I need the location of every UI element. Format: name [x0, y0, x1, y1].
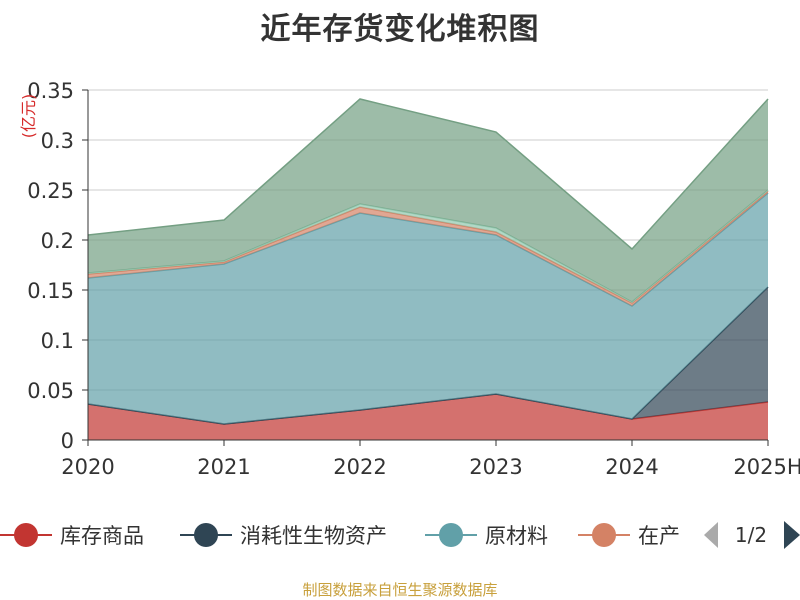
x-tick-label: 2020 [61, 455, 114, 479]
legend-page-indicator: 1/2 [735, 523, 767, 547]
series-area[interactable] [88, 394, 768, 440]
y-tick-label: 0.2 [41, 229, 74, 253]
y-tick-label: 0 [61, 429, 74, 453]
y-unit-label: (亿元) [19, 94, 38, 139]
legend-marker-icon [14, 523, 38, 547]
legend-pager: 1/2 [704, 521, 800, 549]
y-tick-label: 0.3 [41, 129, 74, 153]
series-area[interactable] [88, 287, 768, 424]
y-tick-labels: 0 0.05 0.1 0.15 0.2 0.25 0.3 0.35 [27, 79, 74, 453]
x-tick-label: 2024 [605, 455, 658, 479]
legend-marker-icon [194, 523, 218, 547]
legend-item[interactable]: 原材料 [425, 523, 548, 548]
x-tick-labels: 2020 2021 2022 2023 2024 2025H [61, 455, 800, 479]
legend-marker-icon [439, 523, 463, 547]
series-line [87, 98, 769, 251]
series-area[interactable] [88, 193, 768, 424]
y-tick-label: 0.35 [27, 79, 74, 103]
x-tick-label: 2025H [733, 455, 800, 479]
chart-title: 近年存货变化堆积图 [260, 12, 540, 47]
legend-label: 在产 [638, 524, 680, 548]
legend-prev-arrow-icon[interactable] [704, 522, 718, 548]
legend-marker-icon [592, 523, 616, 547]
x-tick-label: 2022 [333, 455, 386, 479]
legend-next-arrow-icon[interactable] [784, 521, 800, 549]
y-tick-label: 0.25 [27, 179, 74, 203]
x-tick-label: 2023 [469, 455, 522, 479]
x-tick-label: 2021 [197, 455, 250, 479]
y-tick-label: 0.05 [27, 379, 74, 403]
legend-item[interactable]: 消耗性生物资产 [180, 523, 387, 548]
y-tick-label: 0.1 [41, 329, 74, 353]
legend-item[interactable]: 在产 [578, 523, 680, 548]
data-source-note: 制图数据来自恒生聚源数据库 [302, 581, 498, 599]
series-areas [87, 98, 769, 440]
axes [82, 89, 769, 446]
legend: 库存商品 消耗性生物资产 原材料 在产 [0, 523, 680, 548]
y-tick-label: 0.15 [27, 279, 74, 303]
legend-item[interactable]: 库存商品 [0, 523, 144, 548]
legend-label: 原材料 [485, 524, 548, 548]
series-area[interactable] [88, 99, 768, 302]
legend-label: 库存商品 [60, 524, 144, 548]
legend-label: 消耗性生物资产 [240, 524, 387, 548]
